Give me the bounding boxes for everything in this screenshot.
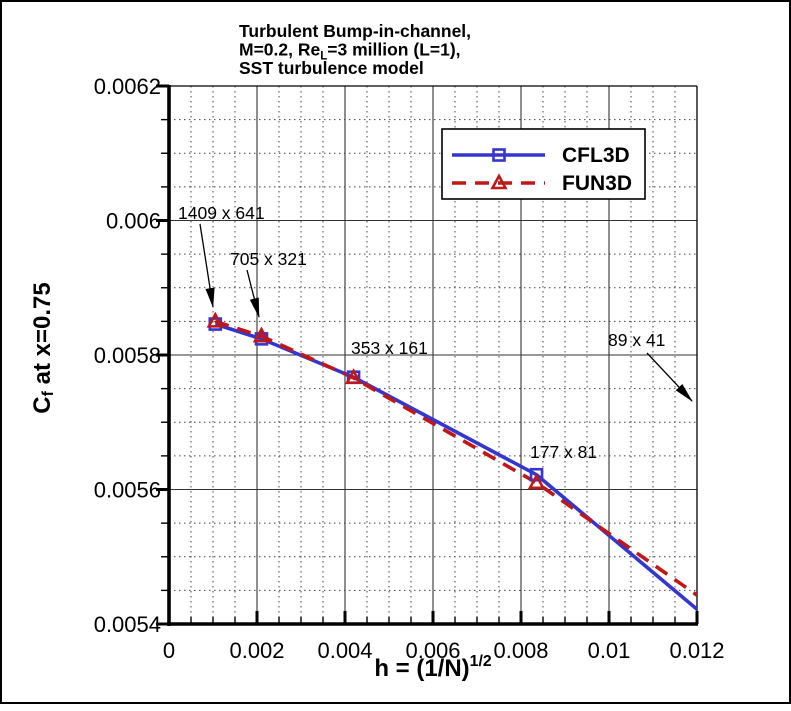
svg-text:0.006: 0.006: [405, 638, 460, 663]
annotation-label: 705 x 321: [230, 249, 307, 269]
svg-text:0.0056: 0.0056: [94, 477, 161, 502]
chart-title: Turbulent Bump-in-channel,M=0.2, ReL=3 m…: [239, 21, 471, 78]
svg-text:h = (1/N)1/2: h = (1/N)1/2: [374, 653, 492, 682]
svg-text:0.01: 0.01: [588, 638, 631, 663]
legend-label-FUN3D: FUN3D: [562, 172, 632, 195]
marker-triangle: [252, 326, 271, 343]
annotation-label: 1409 x 641: [178, 203, 265, 223]
svg-text:0.012: 0.012: [669, 638, 724, 663]
annotation-label: 177 x 81: [530, 442, 597, 462]
annotation-arrow: [199, 223, 215, 308]
series-line-FUN3D: [214, 319, 699, 597]
annotation-label: 89 x 41: [608, 330, 665, 350]
series-line-CFL3D: [214, 322, 699, 611]
svg-text:0.0058: 0.0058: [94, 343, 161, 368]
y-axis-ticks: 0.0054 0.0056 0.0058 0.006 0.0062: [94, 74, 169, 637]
series-lines: [214, 319, 699, 611]
svg-text:0.006: 0.006: [106, 208, 161, 233]
svg-text:SST turbulence model: SST turbulence model: [239, 58, 424, 78]
marker-triangle: [527, 473, 546, 490]
svg-text:M=0.2, ReL=3 million (L=1),: M=0.2, ReL=3 million (L=1),: [239, 40, 461, 63]
marker-triangle: [206, 311, 224, 328]
marker-square: [529, 467, 544, 482]
annotation-label: 353 x 161: [351, 338, 428, 358]
grid-size-annotations: 1409 x 641 705 x 321 353 x 161 177 x 81 89 x…: [178, 203, 693, 462]
x-axis-label: h = (1/N)1/2: [374, 653, 492, 682]
x-axis-ticks: 0 0.002 0.004 0.006 0.008 0.01 0.012: [163, 611, 725, 663]
svg-text:0: 0: [163, 638, 175, 663]
y-axis-label: Cf at x=0.75: [29, 282, 57, 413]
legend: CFL3D FUN3D: [441, 128, 646, 200]
series-markers: [206, 311, 546, 490]
svg-text:0.0062: 0.0062: [94, 74, 161, 99]
svg-text:Cf at x=0.75: Cf at x=0.75: [29, 282, 57, 413]
annotation-arrow: [246, 269, 260, 318]
legend-label-CFL3D: CFL3D: [562, 144, 630, 167]
svg-text:0.004: 0.004: [317, 638, 372, 663]
svg-text:Turbulent Bump-in-channel,: Turbulent Bump-in-channel,: [239, 21, 471, 41]
svg-text:0.0054: 0.0054: [94, 612, 161, 637]
annotation-arrow: [646, 352, 693, 402]
marker-triangle: [344, 368, 363, 385]
svg-text:0.008: 0.008: [493, 638, 548, 663]
svg-text:0.002: 0.002: [229, 638, 284, 663]
